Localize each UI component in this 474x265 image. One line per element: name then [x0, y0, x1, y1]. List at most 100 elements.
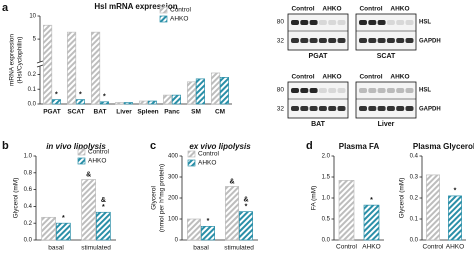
legend-label: AHKO: [170, 16, 188, 23]
bar: [139, 100, 149, 105]
blot-band: [359, 106, 367, 111]
blot-band: [377, 20, 386, 25]
significance-mark: &: [243, 196, 248, 203]
x-tick-label: Spleen: [137, 109, 158, 116]
blot-frame: [287, 81, 349, 119]
blot-band: [328, 20, 337, 25]
axis-break: [37, 62, 43, 67]
blot-column-label: AHKO: [322, 6, 341, 13]
blot-band: [368, 38, 377, 43]
significance-mark: *: [102, 204, 105, 211]
bar: [187, 218, 202, 241]
blot-band: [368, 20, 377, 25]
significance-mark: *: [207, 218, 210, 225]
blot-band: [337, 38, 346, 43]
y-axis-label: (nmol per h*mg protein): [159, 164, 166, 232]
legend-swatch: [159, 6, 168, 14]
bar: [99, 101, 109, 105]
bar: [81, 179, 97, 241]
bar: [67, 31, 77, 105]
bar: [363, 204, 380, 241]
blot-band: [309, 106, 318, 111]
bar: [95, 211, 111, 241]
blot-tissue-label: BAT: [311, 121, 326, 128]
blot-band: [405, 20, 414, 25]
blot-band: [337, 20, 346, 25]
y-tick-label: 0.0: [28, 102, 37, 108]
bar: [41, 216, 57, 241]
legend-swatch: [187, 159, 196, 167]
chart-title: Plasma Glycerol: [413, 142, 474, 151]
band-label: HSL: [419, 20, 431, 26]
legend-label: AHKO: [198, 160, 216, 167]
y-tick-label: 0.0: [24, 238, 33, 244]
y-tick-label: 0.1: [28, 87, 37, 93]
blot-band: [405, 88, 414, 93]
blot-frame: [287, 13, 349, 51]
blot-tissue-label: Liver: [378, 121, 395, 128]
x-tick-label: Liver: [116, 109, 132, 116]
blot-band: [309, 88, 318, 93]
blot-band: [368, 88, 377, 93]
blot-band: [337, 106, 346, 111]
y-tick-label: 400: [168, 154, 179, 160]
bar: [171, 94, 181, 105]
legend-label: AHKO: [88, 158, 106, 165]
blot-band: [300, 38, 309, 43]
bar: [219, 77, 229, 105]
bar: [238, 211, 253, 241]
band-label: HSL: [419, 88, 431, 94]
x-tick-label: CM: [215, 109, 225, 116]
y-tick-label: 0.2: [28, 72, 37, 78]
chart-title: Hsl mRNA expression: [94, 2, 177, 11]
y-tick-label: 200: [168, 196, 179, 202]
blot-band: [396, 106, 405, 111]
bar: [195, 78, 205, 105]
axis-break-mark: [36, 64, 44, 68]
y-tick-label: 2.0: [322, 154, 331, 160]
y-axis-label: Glycerol (mM): [399, 178, 406, 219]
bar: [55, 222, 71, 241]
blot-band: [396, 38, 405, 43]
x-tick-label: stimulated: [224, 245, 254, 252]
blot-band: [291, 88, 299, 93]
blot-column-label: Control: [359, 6, 382, 13]
y-tick-label: 0.3: [410, 175, 419, 181]
size-marker: 32: [277, 38, 285, 45]
blot-column-label: Control: [291, 74, 314, 81]
blot-band: [309, 38, 318, 43]
legend-swatch: [159, 15, 168, 23]
blot-band: [318, 88, 327, 93]
y-tick-label: 0.4: [410, 154, 419, 160]
blot-band: [396, 88, 405, 93]
y-tick-label: 1.5: [322, 175, 331, 181]
blot-band: [386, 38, 395, 43]
bar: [338, 180, 355, 241]
blot-band: [291, 38, 299, 43]
y-axis-label: FA (mM): [311, 186, 318, 211]
x-tick-label: PGAT: [43, 109, 61, 116]
blot-band: [377, 106, 386, 111]
blot-band: [377, 38, 386, 43]
size-marker: 32: [277, 106, 285, 113]
bar: [123, 102, 133, 105]
blot-band: [359, 20, 367, 25]
blot-tissue-label: SCAT: [377, 53, 396, 60]
significance-mark: *: [103, 94, 106, 101]
blot-band: [386, 106, 395, 111]
legend-label: Control: [88, 149, 110, 156]
blot-band: [318, 20, 327, 25]
panel-letter: d: [306, 140, 313, 152]
y-tick-label: 5: [33, 37, 37, 43]
y-tick-label: 0.2: [410, 196, 419, 202]
blot-band: [386, 88, 395, 93]
x-tick-label: stimulated: [81, 245, 111, 252]
chart-title: Plasma FA: [339, 142, 380, 151]
significance-mark: &: [101, 197, 106, 204]
y-tick-label: 10: [29, 14, 36, 20]
significance-mark: *: [62, 215, 65, 222]
y-tick-label: 0.0: [410, 238, 419, 244]
blot-band: [337, 88, 346, 93]
y-tick-label: 100: [168, 217, 179, 223]
size-marker: 80: [277, 87, 285, 94]
